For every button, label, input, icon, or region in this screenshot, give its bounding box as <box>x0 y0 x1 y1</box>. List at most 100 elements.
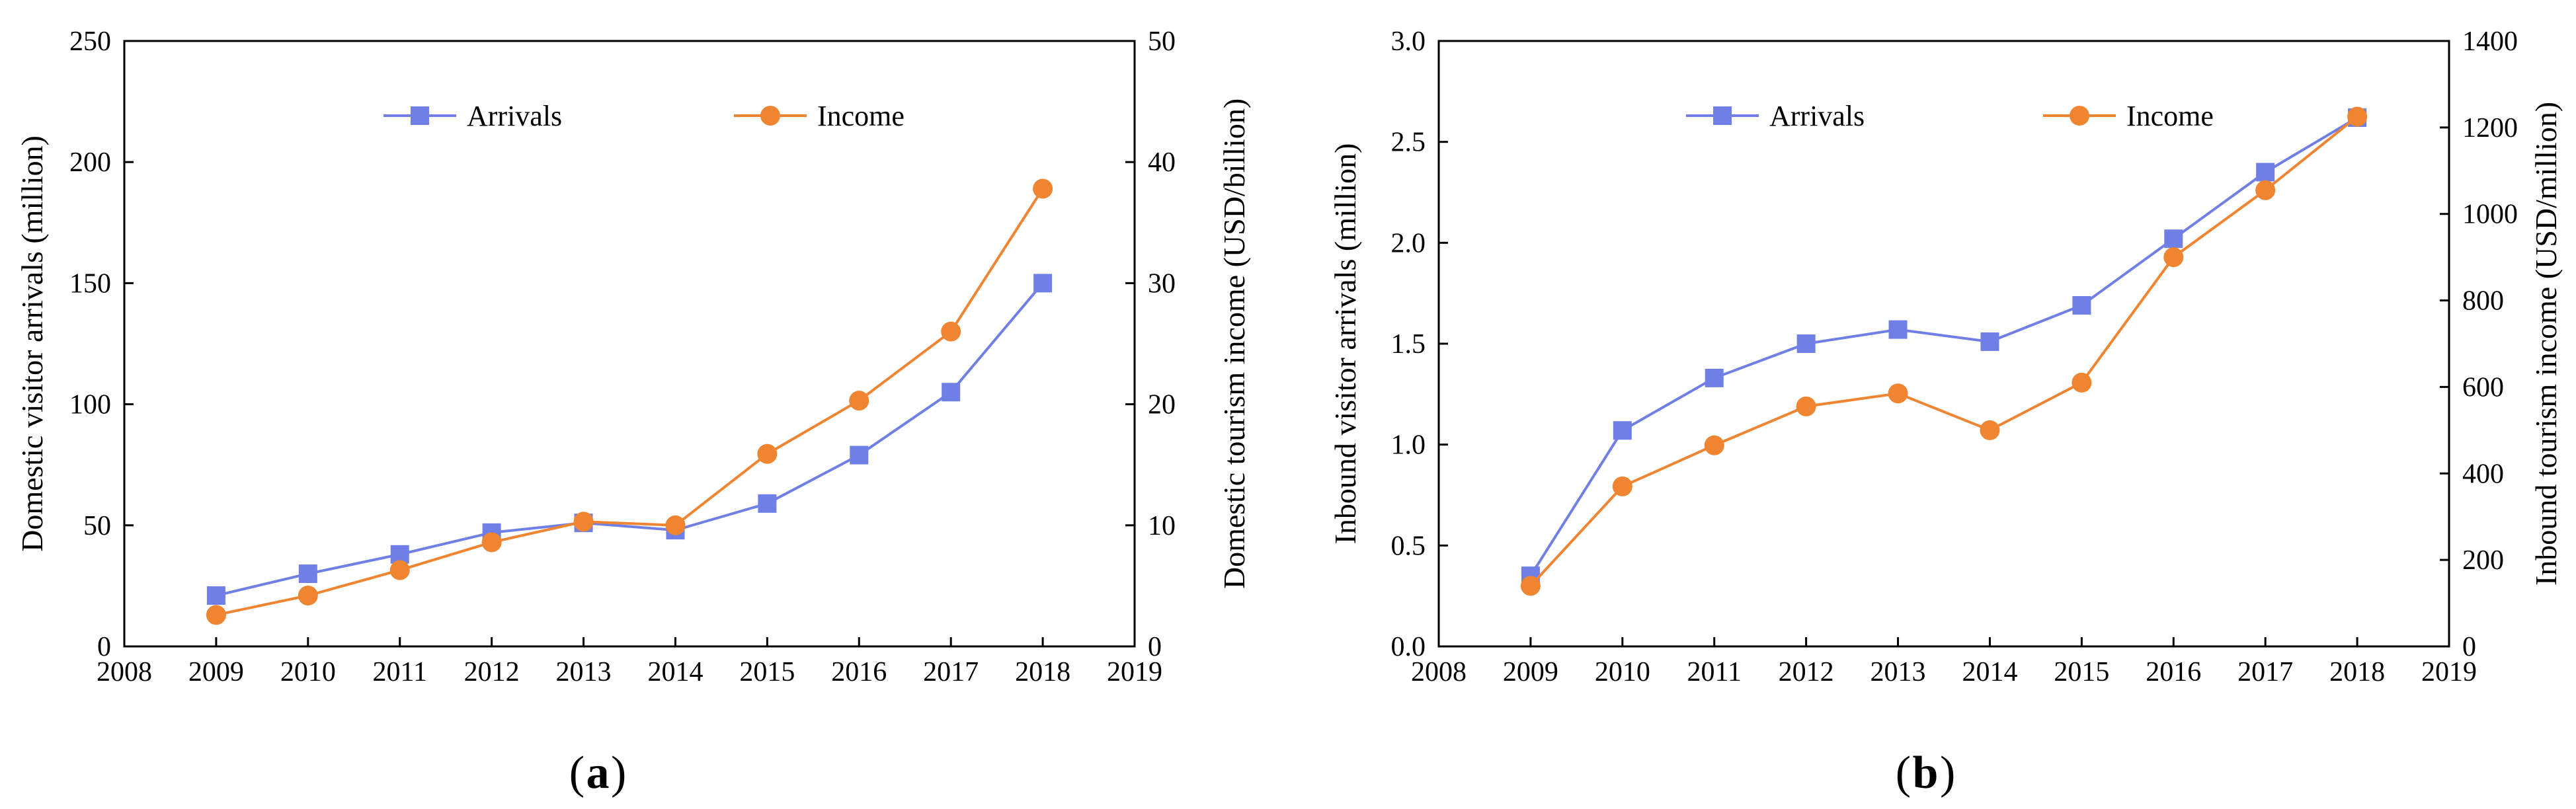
panel-a-x-tick-label: 2014 <box>647 657 703 687</box>
panel-b-legend-income-label: Income <box>2126 100 2214 132</box>
panel-b-left-axis-title: Inbound visitor arrivals (million) <box>1328 143 1362 545</box>
panel-a-label-suffix: ) <box>611 748 626 798</box>
panel-a-legend-income-marker <box>760 106 780 126</box>
panel-b-x-tick-label: 2012 <box>1779 657 1834 687</box>
panel-b-arrivals-line <box>1529 116 2358 577</box>
panel-b-y-tick-label: 3.0 <box>1391 26 1426 57</box>
panel-a-income-point <box>665 515 686 535</box>
panel-b-x-tick-label: 2016 <box>2146 657 2201 687</box>
panel-a-left-y-axis: 0 50 100 150 200 250 <box>69 26 134 662</box>
panel-b-income-point <box>1796 396 1816 416</box>
panel-a-x-tick-label: 2017 <box>923 657 979 687</box>
panel-a-income-point <box>849 391 869 411</box>
panel-b-legend: Arrivals Income <box>1686 100 2214 132</box>
panel-a-y-tick-label: 100 <box>69 390 111 420</box>
panel-a-income-point <box>941 321 961 342</box>
panel-a-label-prefix: ( <box>569 748 584 798</box>
panel-a-legend-income-label: Income <box>817 100 905 132</box>
panel-a-legend-arrivals-label: Arrivals <box>467 100 562 132</box>
panel-b-x-tick-label: 2013 <box>1871 657 1926 687</box>
panel-b-plot-frame <box>1437 40 2450 648</box>
panel-a-y-tick-label: 0 <box>97 632 111 662</box>
panel-a-series <box>206 178 1053 625</box>
panel-b-x-axis: 2008 2009 2010 2011 2012 2013 2014 2015 2016 2017… <box>1411 637 2477 687</box>
panel-a-y-tick-label: 250 <box>69 26 111 57</box>
panel-a-y2-tick-label: 30 <box>1148 268 1176 299</box>
panel-a-income-point <box>757 443 778 464</box>
panel-a-plot-frame <box>123 40 1136 648</box>
panel-b-y-tick-label: 0.0 <box>1391 632 1426 662</box>
panel-b-x-tick-label: 2019 <box>2421 657 2477 687</box>
panel-a-income-line <box>216 188 1044 617</box>
panel-b-y-tick-label: 1.0 <box>1391 430 1426 461</box>
panel-b-y2-tick-label: 1200 <box>2462 113 2518 143</box>
panel-a-arrivals-line <box>216 282 1044 597</box>
panel-a-x-tick-label: 2019 <box>1107 657 1162 687</box>
panel-a-income-point <box>389 560 410 580</box>
panel-b-y2-tick-label: 800 <box>2462 286 2504 317</box>
panel-b-series <box>1520 106 2368 596</box>
panel-a-y2-tick-label: 10 <box>1148 511 1176 541</box>
panel-b-income-point <box>1704 435 1724 455</box>
panel-b-arrivals-point <box>2256 163 2275 182</box>
panel-b-y-tick-label: 0.5 <box>1391 531 1426 561</box>
panel-b-y-tick-label: 1.5 <box>1391 329 1426 360</box>
panel-b-label: b <box>1913 748 1939 798</box>
panel-a-arrivals-point <box>1033 274 1053 293</box>
panel-b-y2-tick-label: 1400 <box>2462 26 2518 57</box>
panel-a-arrivals-point <box>850 445 869 465</box>
panel-b-x-tick-label: 2018 <box>2329 657 2385 687</box>
panel-b-income-point <box>2347 106 2368 127</box>
panel-b-legend-arrivals-label: Arrivals <box>1769 100 1865 132</box>
panel-b-income-point <box>1980 420 2000 440</box>
panel-a-arrivals-point <box>206 586 225 605</box>
panel-a-income-point <box>481 532 502 553</box>
panel-a-left-axis-title: Domestic visitor arrivals (million) <box>15 135 49 552</box>
panel-b-y-tick-label: 2.0 <box>1391 228 1426 258</box>
panel-b-income-line <box>1529 115 2358 587</box>
panel-b-y-tick-label: 2.5 <box>1391 128 1426 158</box>
panel-a-y2-tick-label: 40 <box>1148 147 1176 178</box>
panel-a-y-tick-label: 200 <box>69 147 111 178</box>
panel-a-y-tick-label: 50 <box>83 511 111 541</box>
panel-b-x-tick-label: 2014 <box>1962 657 2017 687</box>
panel-b-x-tick-label: 2010 <box>1595 657 1650 687</box>
panel-a-x-tick-label: 2009 <box>188 657 244 687</box>
panel-a-income-point <box>298 586 318 606</box>
panel-b-income-point <box>2072 372 2092 393</box>
panel-b-arrivals-point <box>1705 368 1724 387</box>
panel-a-arrivals-point <box>942 383 961 402</box>
panel-b-y2-tick-label: 600 <box>2462 372 2504 403</box>
panel-a-label: a <box>586 748 610 798</box>
panel-a-x-tick-label: 2016 <box>831 657 887 687</box>
panel-a-income-point <box>1033 178 1053 199</box>
panel-b-legend-arrivals-marker <box>1713 106 1732 125</box>
panel-a-arrivals-point <box>298 564 317 584</box>
panel-b-x-tick-label: 2008 <box>1411 657 1467 687</box>
panel-a-domestic-chart: 2008 2009 2010 2011 2012 2013 2014 2015 2016 2017… <box>15 26 1251 798</box>
panel-b-arrivals-point <box>2164 229 2183 249</box>
panel-b-left-y-axis: 0.0 0.5 1.0 1.5 2.0 2.5 3.0 <box>1391 26 1448 662</box>
panel-a-right-axis-title: Domestic tourism income (USD/billion) <box>1217 98 1251 589</box>
panel-b-arrivals-point <box>1980 332 1999 351</box>
panel-a-arrivals-point <box>758 494 777 513</box>
panel-a-income-point <box>573 512 594 532</box>
panel-a-x-tick-label: 2015 <box>739 657 795 687</box>
panel-a-legend: Arrivals Income <box>383 100 905 132</box>
panel-b-right-axis-title: Inbound tourism income (USD/million) <box>2529 102 2563 586</box>
panel-a-x-tick-label: 2011 <box>373 657 427 687</box>
panel-b-label-suffix: ) <box>1940 748 1955 798</box>
panel-b-income-point <box>2255 180 2276 200</box>
panel-a-income-point <box>206 605 226 625</box>
panel-b-y2-tick-label: 400 <box>2462 459 2504 489</box>
panel-b-income-point <box>1520 576 1541 596</box>
panel-b-income-point <box>2163 247 2184 268</box>
panel-b-arrivals-point <box>1613 421 1632 440</box>
panel-a-x-tick-label: 2012 <box>464 657 520 687</box>
panel-b-income-point <box>1888 383 1908 404</box>
panel-b-y2-tick-label: 200 <box>2462 545 2504 576</box>
panel-a-y2-tick-label: 20 <box>1148 390 1176 420</box>
panel-a-x-axis: 2008 2009 2010 2011 2012 2013 2014 2015 2016 2017… <box>97 637 1162 687</box>
panel-a-x-tick-label: 2010 <box>280 657 336 687</box>
